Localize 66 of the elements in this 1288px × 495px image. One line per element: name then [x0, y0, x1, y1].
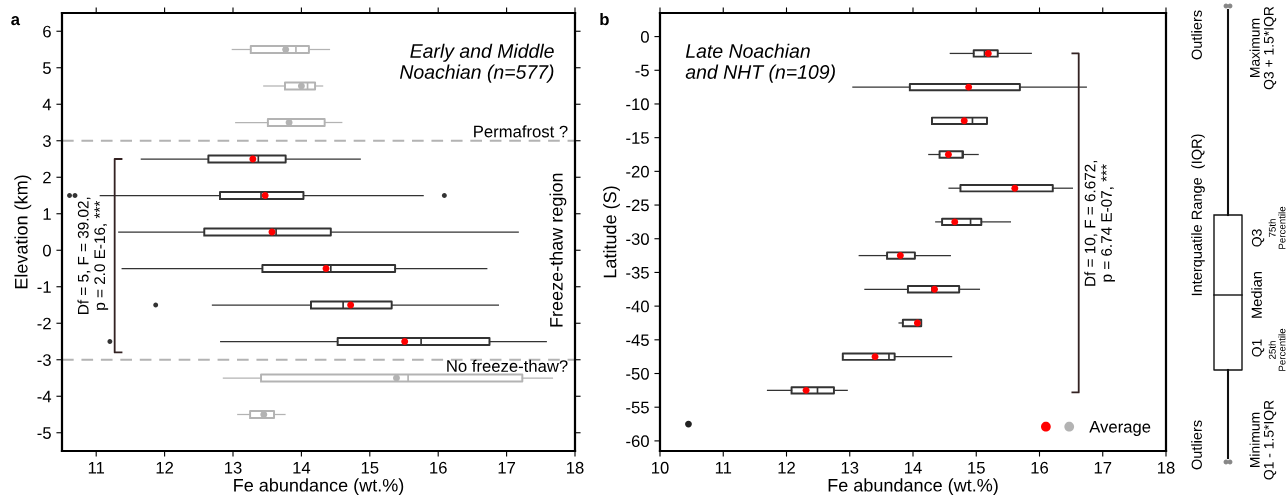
x-tick-label: 10 [652, 461, 669, 474]
y-tick-label: -5 [37, 427, 51, 439]
y-tick-label: -15 [626, 132, 649, 144]
annotation: Freeze-thaw region [549, 173, 567, 327]
text: Q3 [1251, 229, 1265, 247]
y-tick-label: -40 [626, 300, 649, 313]
y-tick-label: 1 [43, 208, 51, 220]
y-tick-label: -20 [626, 165, 649, 178]
x-tick-label: 12 [778, 461, 795, 474]
x-tick-label: 16 [430, 461, 447, 474]
y-tick-label: -35 [626, 266, 649, 279]
annotation: Early and Middle Noachian (n=577) [399, 43, 554, 83]
y-tick-label: -45 [626, 334, 649, 347]
text: 75th Percentile [1268, 206, 1286, 249]
annotation: Df = 5, F = 39.02, p = 2.0 E-16, *** [77, 197, 109, 314]
x-tick-label: 11 [88, 462, 105, 474]
x-tick-label: 12 [156, 461, 174, 474]
x-tick-label: 13 [841, 461, 859, 474]
ref-line-label: Permafrost ? [474, 125, 568, 138]
y-axis-title: Elevation (km) [14, 175, 32, 289]
annotation: Df = 10, F = 6.672, p = 6.74 E-07, *** [1084, 160, 1115, 286]
x-tick-label: 18 [567, 461, 584, 474]
y-tick-label: 6 [43, 25, 51, 38]
y-tick-label: 0 [640, 30, 649, 43]
x-tick-label: 16 [1031, 461, 1049, 474]
text: Median [1251, 272, 1262, 318]
y-tick-label: -5 [635, 64, 649, 77]
text: 25th Percentile [1268, 328, 1286, 371]
y-tick-label: -2 [37, 317, 51, 330]
text: b [600, 13, 609, 26]
text: Minimum Q1 - 1.5*IQR [1249, 400, 1277, 480]
y-tick-label: -30 [626, 233, 649, 245]
y-tick-label: -25 [626, 199, 649, 212]
text: Average [1089, 421, 1151, 436]
x-tick-label: 15 [361, 462, 379, 474]
y-tick-label: -50 [626, 367, 649, 380]
text: Outliers [1191, 10, 1202, 60]
annotation: Late Noachian and NHT (n=109) [685, 43, 835, 83]
y-tick-label: 3 [42, 135, 51, 147]
x-tick-label: 13 [225, 461, 242, 474]
x-tick-label: 17 [1094, 462, 1112, 474]
y-tick-label: 5 [42, 62, 51, 74]
x-tick-label: 17 [498, 462, 516, 474]
text: Maximum Q3 + 1.5*IQR [1249, 6, 1277, 90]
y-tick-label: -60 [626, 435, 649, 448]
y-tick-label: 2 [43, 171, 51, 184]
y-tick-label: -3 [37, 354, 51, 366]
text: Interquatile Range (IQR) [1191, 134, 1205, 296]
x-tick-label: 15 [968, 462, 985, 474]
x-tick-label: 11 [715, 462, 732, 474]
text: a [11, 16, 21, 26]
y-tick-label: -4 [37, 390, 52, 403]
text: Q1 [1251, 339, 1265, 357]
y-tick-label: 4 [42, 98, 52, 111]
x-tick-label: 14 [905, 462, 922, 474]
y-tick-label: -10 [626, 98, 649, 111]
x-tick-label: 14 [293, 462, 311, 474]
y-tick-label: -1 [37, 281, 51, 293]
x-axis-title: Fe abundance (wt.%) [234, 478, 404, 495]
y-tick-label: -55 [626, 401, 649, 414]
y-axis-title: Latitude (S) [603, 186, 620, 278]
y-tick-label: 0 [42, 244, 51, 257]
text: Outliers [1191, 420, 1202, 470]
x-axis-title: Fe abundance (wt.%) [828, 478, 998, 495]
ref-line-label: No freeze-thaw? [447, 359, 568, 372]
x-tick-label: 18 [1158, 461, 1175, 474]
